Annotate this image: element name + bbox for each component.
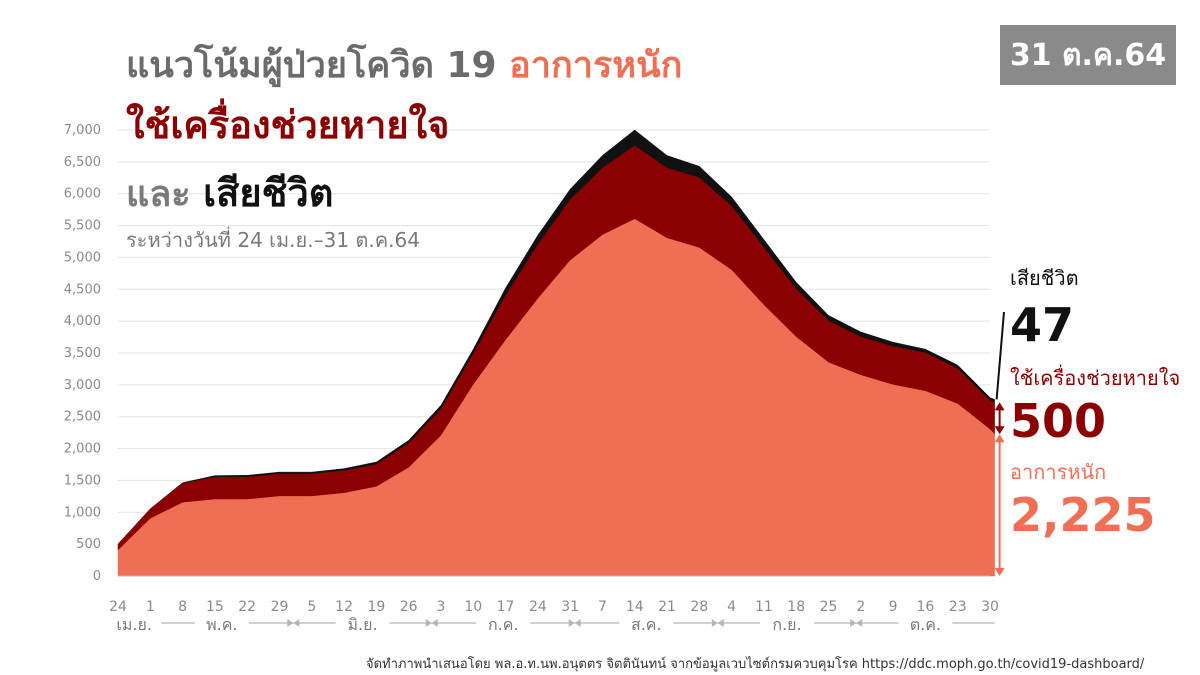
title-line-1: แนวโน้มผู้ป่วยโควิด 19 อาการหนัก bbox=[126, 36, 682, 93]
x-tick-label: 25 bbox=[820, 599, 838, 615]
y-tick-label: 4,500 bbox=[64, 282, 101, 297]
month-axis: เม.ย. พ.ค. มิ.ย. ก.ค. ส.ค. ก.ย. ต.ค. bbox=[107, 612, 995, 634]
y-tick-label: 2,500 bbox=[64, 410, 101, 425]
source-note: จัดทำภาพนำเสนอโดย พล.อ.ท.นพ.อนุตตร จิตติ… bbox=[366, 657, 1145, 672]
x-tick-label: 7 bbox=[598, 599, 607, 615]
death-label: เสียชีวิต bbox=[1010, 266, 1079, 290]
month-divider-arrow bbox=[431, 619, 438, 627]
death-pointer bbox=[995, 311, 1005, 400]
ventilator-arrow-head-bottom bbox=[994, 426, 1005, 435]
title-highlight-death: เสียชีวิต bbox=[203, 171, 334, 215]
x-tick-label: 14 bbox=[626, 599, 644, 615]
x-tick-label: 24 bbox=[109, 599, 127, 615]
month-divider-arrow bbox=[287, 619, 294, 627]
date-badge: 31 ต.ค.64 bbox=[1000, 25, 1176, 85]
y-tick-label: 3,500 bbox=[64, 346, 101, 361]
month-label: เม.ย. bbox=[116, 615, 152, 634]
month-label: ต.ค. bbox=[910, 615, 941, 634]
y-tick-label: 1,000 bbox=[64, 505, 101, 520]
y-tick-label: 7,000 bbox=[64, 123, 101, 138]
x-tick-label: 16 bbox=[916, 599, 934, 615]
x-tick-label: 12 bbox=[335, 599, 353, 615]
x-tick-label: 2 bbox=[856, 599, 865, 615]
month-divider-arrow bbox=[568, 619, 575, 627]
title-line-3: และ เสียชีวิต bbox=[126, 162, 333, 223]
y-tick-label: 4,000 bbox=[64, 314, 101, 329]
severe-arrow-head-top bbox=[994, 434, 1005, 443]
x-tick-label: 5 bbox=[307, 599, 316, 615]
x-tick-label: 28 bbox=[690, 599, 708, 615]
chart-subtitle: ระหว่างวันที่ 24 เม.ย.–31 ต.ค.64 bbox=[126, 228, 420, 252]
ventilator-label: ใช้เครื่องช่วยหายใจ bbox=[1010, 366, 1181, 390]
x-tick-label: 17 bbox=[497, 599, 515, 615]
month-divider-arrow bbox=[850, 619, 857, 627]
y-tick-label: 5,500 bbox=[64, 219, 101, 234]
y-tick-label: 3,000 bbox=[64, 378, 101, 393]
x-tick-label: 22 bbox=[238, 599, 256, 615]
y-tick-label: 5,000 bbox=[64, 250, 101, 265]
month-label: พ.ค. bbox=[206, 615, 237, 634]
callout-arrows bbox=[994, 311, 1005, 576]
y-tick-label: 1,500 bbox=[64, 473, 101, 488]
title-and: และ bbox=[126, 174, 204, 215]
x-tick-label: 15 bbox=[206, 599, 224, 615]
x-tick-label: 3 bbox=[437, 599, 446, 615]
month-label-bg bbox=[898, 612, 953, 634]
y-tick-label: 6,000 bbox=[64, 187, 101, 202]
death-value: 47 bbox=[1010, 298, 1075, 352]
x-tick-label: 30 bbox=[981, 599, 999, 615]
x-tick-label: 21 bbox=[658, 599, 676, 615]
title-prefix: แนวโน้มผู้ป่วยโควิด 19 bbox=[126, 45, 510, 86]
x-tick-label: 23 bbox=[949, 599, 967, 615]
x-tick-label: 18 bbox=[787, 599, 805, 615]
x-tick-label: 29 bbox=[271, 599, 289, 615]
x-tick-label: 4 bbox=[727, 599, 736, 615]
title-highlight-severe: อาการหนัก bbox=[509, 45, 683, 86]
month-label: มิ.ย. bbox=[347, 615, 377, 634]
month-label-bg bbox=[335, 612, 390, 634]
x-tick-label: 31 bbox=[561, 599, 579, 615]
month-label-bg bbox=[619, 612, 674, 634]
x-tick-label: 19 bbox=[367, 599, 385, 615]
month-divider-arrow bbox=[711, 619, 718, 627]
y-tick-label: 0 bbox=[93, 569, 101, 584]
y-axis: 0 500 1,000 1,500 2,000 2,500 3,000 3,500 4,000 4… bbox=[64, 123, 101, 584]
month-divider-arrow bbox=[717, 619, 724, 627]
y-tick-label: 2,000 bbox=[64, 442, 101, 457]
month-label-bg bbox=[107, 612, 162, 634]
month-label-bg bbox=[759, 612, 814, 634]
x-axis: 24 1 8 15 22 29 5 12 19 26 3 10 17 24 31 7 14 21 28 4 11 18 25… bbox=[109, 575, 999, 615]
y-tick-label: 6,500 bbox=[64, 155, 101, 170]
stacked-areas bbox=[117, 129, 995, 577]
month-divider-arrow bbox=[574, 619, 581, 627]
severe-value: 2,225 bbox=[1010, 488, 1156, 542]
month-divider-arrow bbox=[856, 619, 863, 627]
x-tick-label: 8 bbox=[178, 599, 187, 615]
y-tick-label: 500 bbox=[76, 537, 101, 552]
month-label-bg bbox=[194, 612, 249, 634]
ventilator-arrow-head-top bbox=[994, 402, 1005, 411]
severe-arrow-head-bottom bbox=[994, 568, 1005, 576]
month-label: ส.ค. bbox=[631, 615, 662, 634]
month-label-bg bbox=[476, 612, 531, 634]
x-tick-label: 1 bbox=[146, 599, 155, 615]
x-tick-label: 10 bbox=[464, 599, 482, 615]
ventilator-value: 500 bbox=[1010, 394, 1107, 448]
month-divider-arrow bbox=[425, 619, 432, 627]
x-tick-label: 11 bbox=[755, 599, 773, 615]
month-divider-arrow bbox=[293, 619, 300, 627]
x-tick-label: 24 bbox=[529, 599, 547, 615]
title-line-2: ใช้เครื่องช่วยหายใจ bbox=[126, 103, 450, 147]
month-label: ก.ค. bbox=[488, 615, 519, 634]
x-tick-label: 9 bbox=[889, 599, 898, 615]
x-tick-label: 26 bbox=[400, 599, 418, 615]
month-label: ก.ย. bbox=[772, 615, 801, 634]
severe-label: อาการหนัก bbox=[1010, 460, 1107, 484]
